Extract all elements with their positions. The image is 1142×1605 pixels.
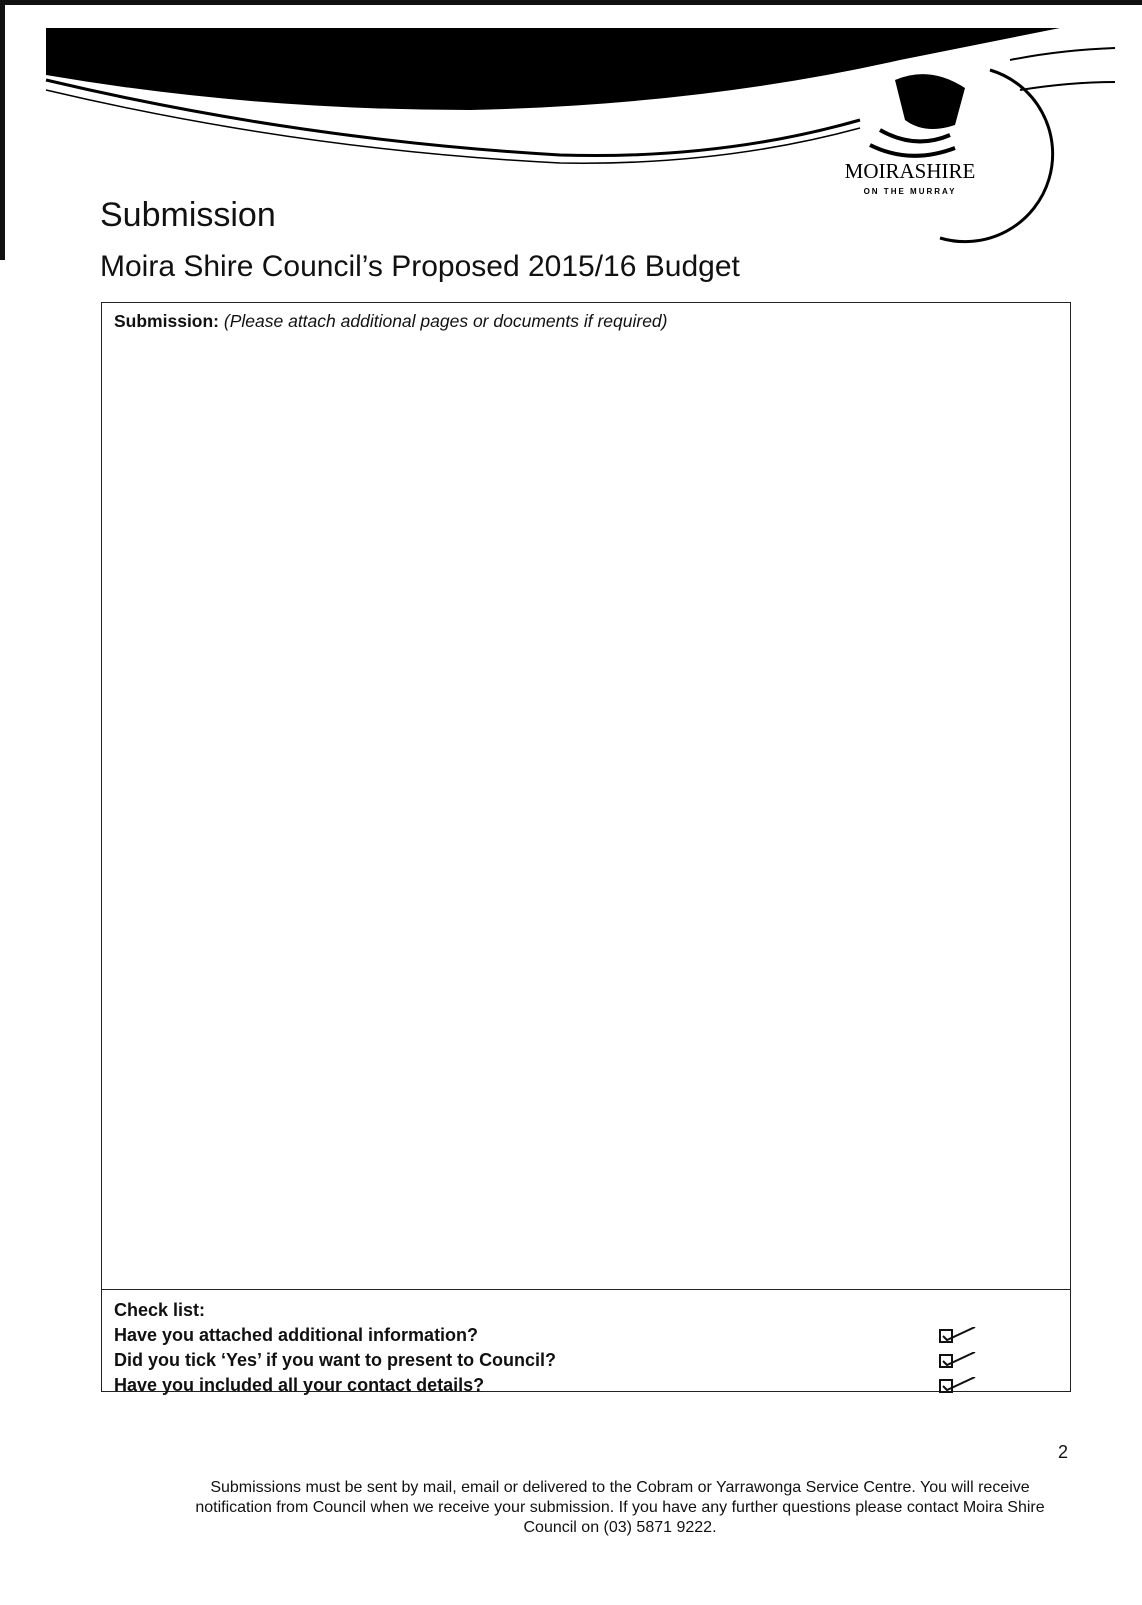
hint: (Please attach additional pages or docum… [223, 311, 668, 331]
checklist-title: Check list: [114, 1300, 206, 1320]
checklist-text: Have you included all your contact detai… [114, 1375, 485, 1395]
checklist-text: Have you attached additional information… [114, 1325, 479, 1345]
subtitle: Moira Shire Council’s Proposed 2015/16 B… [100, 250, 740, 283]
checkbox [939, 1327, 976, 1343]
checklist-text: Did you tick ‘Yes’ if you want to presen… [114, 1350, 557, 1370]
label: Submission: [114, 311, 220, 331]
checklist-item: Have you attached additional information… [114, 1323, 1058, 1348]
header-graphic: MOIRASHIRE ON THE MURRAY [0, 0, 1142, 260]
footer: Submissions must be sent by mail, email … [195, 1479, 1045, 1536]
checkbox [939, 1377, 976, 1393]
checklist-item: Have you included all your contact detai… [114, 1373, 1058, 1398]
checkbox [939, 1352, 976, 1368]
logo-tagline: ON THE MURRAY [864, 187, 957, 196]
checklist-items: Have you attached additional information… [114, 1323, 1058, 1398]
page-number: 2 [1058, 1442, 1069, 1462]
box-label: Submission: (Please attach additional pa… [114, 311, 667, 332]
checklist: Check list: Have you attached additional… [102, 1289, 1070, 1395]
logo-name: MOIRASHIRE [845, 159, 976, 183]
submission-box: Submission: (Please attach additional pa… [101, 302, 1071, 1395]
title: Submission [100, 196, 276, 234]
checklist-item: Did you tick ‘Yes’ if you want to presen… [114, 1348, 1058, 1373]
